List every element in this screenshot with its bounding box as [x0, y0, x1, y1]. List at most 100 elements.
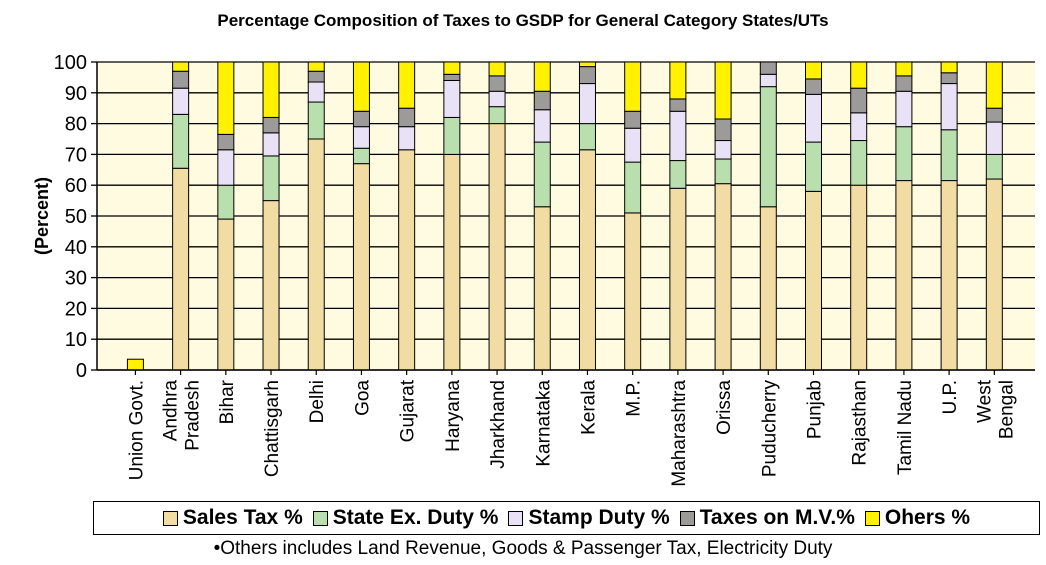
- bar-u-p-sales-tax: [940, 180, 958, 371]
- x-tick-label-goa: Goa: [352, 380, 373, 416]
- x-tick-label-union-govt: Union Govt.: [126, 380, 147, 480]
- y-tick-label-60: 60: [65, 175, 87, 197]
- legend: Sales Tax % State Ex. Duty % Stamp Duty % T…: [93, 501, 1040, 535]
- legend-item-taxes-on-m-v: Taxes on M.V.%: [679, 506, 855, 530]
- y-tick-label-20: 20: [65, 298, 87, 320]
- bar-andhra-pradesh-ohers: [172, 61, 190, 72]
- bar-punjab-ohers: [804, 61, 822, 80]
- x-tick-label-rajasthan: Rajasthan: [850, 380, 871, 466]
- bar-haryana-state-ex-duty: [443, 116, 461, 155]
- bar-karnataka-sales-tax: [533, 206, 551, 371]
- bar-puducherry-sales-tax: [759, 206, 777, 371]
- legend-label-ohers: Ohers %: [884, 506, 971, 529]
- legend-label-state-ex-duty: State Ex. Duty %: [332, 506, 499, 529]
- x-tick-label-haryana: Haryana: [443, 380, 464, 452]
- bar-punjab-taxes-on-m-v: [804, 78, 822, 95]
- y-tick-label-70: 70: [65, 144, 87, 166]
- bar-west-bengal-taxes-on-m-v: [985, 107, 1003, 123]
- bar-u-p-ohers: [940, 61, 958, 74]
- y-tick-label-100: 100: [54, 52, 87, 74]
- bar-tamil-nadu-sales-tax: [895, 180, 913, 371]
- bar-delhi-ohers: [307, 61, 325, 72]
- bar-orissa-sales-tax: [714, 183, 732, 371]
- bar-haryana-taxes-on-m-v: [443, 73, 461, 81]
- bar-kerala-ohers: [578, 61, 596, 68]
- bar-jharkhand-taxes-on-m-v: [488, 75, 506, 92]
- bar-rajasthan-sales-tax: [850, 184, 868, 371]
- bar-jharkhand-state-ex-duty: [488, 106, 506, 125]
- y-tick-label-50: 50: [65, 206, 87, 228]
- x-tick-label-punjab: Punjab: [804, 380, 825, 439]
- legend-label-stamp-duty: Stamp Duty %: [528, 506, 670, 529]
- bar-rajasthan-state-ex-duty: [850, 140, 868, 186]
- bar-gujarat-sales-tax: [398, 149, 416, 371]
- bar-u-p-taxes-on-m-v: [940, 72, 958, 85]
- bar-karnataka-ohers: [533, 61, 551, 92]
- x-tick-label-west-bengal-1: West: [974, 379, 995, 423]
- legend-swatch-sales-tax: [162, 510, 178, 526]
- x-tick-label-gujarat: Gujarat: [398, 379, 419, 442]
- bar-karnataka-stamp-duty: [533, 109, 551, 143]
- legend-swatch-stamp-duty: [508, 510, 524, 526]
- bar-orissa-stamp-duty: [714, 140, 732, 160]
- bar-m-p-taxes-on-m-v: [624, 110, 642, 129]
- bar-tamil-nadu-stamp-duty: [895, 90, 913, 128]
- x-tick-label-maharashtra: Maharashtra: [669, 380, 690, 487]
- bar-goa-ohers: [352, 61, 370, 112]
- bar-delhi-taxes-on-m-v: [307, 70, 325, 83]
- bar-punjab-sales-tax: [804, 190, 822, 371]
- x-tick-label-andhra-pradesh-1: Andhra: [161, 380, 182, 442]
- bar-karnataka-taxes-on-m-v: [533, 90, 551, 111]
- bar-puducherry-taxes-on-m-v: [759, 61, 777, 75]
- bar-m-p-stamp-duty: [624, 127, 642, 163]
- y-tick-label-80: 80: [65, 114, 87, 136]
- legend-swatch-state-ex-duty: [312, 510, 328, 526]
- bar-u-p-stamp-duty: [940, 83, 958, 131]
- chart-title: Percentage Composition of Taxes to GSDP …: [217, 11, 829, 30]
- bar-gujarat-taxes-on-m-v: [398, 107, 416, 128]
- bar-jharkhand-ohers: [488, 61, 506, 77]
- bar-bihar-ohers: [217, 61, 235, 135]
- bar-west-bengal-stamp-duty: [985, 121, 1003, 155]
- x-tick-label-chattisgarh: Chattisgarh: [262, 380, 283, 477]
- bar-orissa-ohers: [714, 61, 732, 120]
- bar-punjab-stamp-duty: [804, 93, 822, 143]
- legend-item-stamp-duty: Stamp Duty %: [508, 506, 670, 530]
- bar-andhra-pradesh-sales-tax: [172, 167, 190, 371]
- bar-rajasthan-taxes-on-m-v: [850, 87, 868, 114]
- bar-m-p-sales-tax: [624, 212, 642, 371]
- bar-m-p-ohers: [624, 61, 642, 112]
- bar-andhra-pradesh-taxes-on-m-v: [172, 70, 190, 89]
- bar-u-p-state-ex-duty: [940, 129, 958, 182]
- y-tick-label-30: 30: [65, 268, 87, 290]
- bar-delhi-state-ex-duty: [307, 101, 325, 140]
- legend-item-sales-tax: Sales Tax %: [162, 506, 303, 530]
- x-tick-label-bihar: Bihar: [217, 379, 238, 424]
- bar-west-bengal-ohers: [985, 61, 1003, 109]
- bar-delhi-stamp-duty: [307, 81, 325, 103]
- legend-swatch-ohers: [864, 510, 880, 526]
- bar-chattisgarh-state-ex-duty: [262, 155, 280, 202]
- bar-andhra-pradesh-stamp-duty: [172, 87, 190, 115]
- legend-label-sales-tax: Sales Tax %: [182, 506, 303, 529]
- bar-puducherry-state-ex-duty: [759, 86, 777, 208]
- legend-item-state-ex-duty: State Ex. Duty %: [312, 506, 499, 530]
- bar-west-bengal-sales-tax: [985, 178, 1003, 371]
- bar-tamil-nadu-taxes-on-m-v: [895, 75, 913, 92]
- bar-maharashtra-taxes-on-m-v: [669, 98, 687, 112]
- x-tick-label-puducherry: Puducherry: [759, 380, 780, 478]
- bar-m-p-state-ex-duty: [624, 161, 642, 214]
- bar-goa-stamp-duty: [352, 126, 370, 149]
- x-tick-label-orissa: Orissa: [714, 380, 735, 435]
- y-tick-label-40: 40: [65, 237, 87, 259]
- legend-swatch-taxes-on-m-v: [679, 510, 695, 526]
- bar-kerala-sales-tax: [578, 149, 596, 371]
- bar-haryana-sales-tax: [443, 153, 461, 371]
- bar-karnataka-state-ex-duty: [533, 141, 551, 208]
- bar-bihar-state-ex-duty: [217, 184, 235, 220]
- bar-maharashtra-ohers: [669, 61, 687, 100]
- chart-svg: 0 10 20 30 40 50 60 70 80 90 100 (Percent) Union Gov…: [32, 52, 1035, 487]
- bar-rajasthan-ohers: [850, 61, 868, 89]
- bar-goa-sales-tax: [352, 163, 370, 371]
- x-tick-label-m-p: M.P.: [624, 380, 645, 417]
